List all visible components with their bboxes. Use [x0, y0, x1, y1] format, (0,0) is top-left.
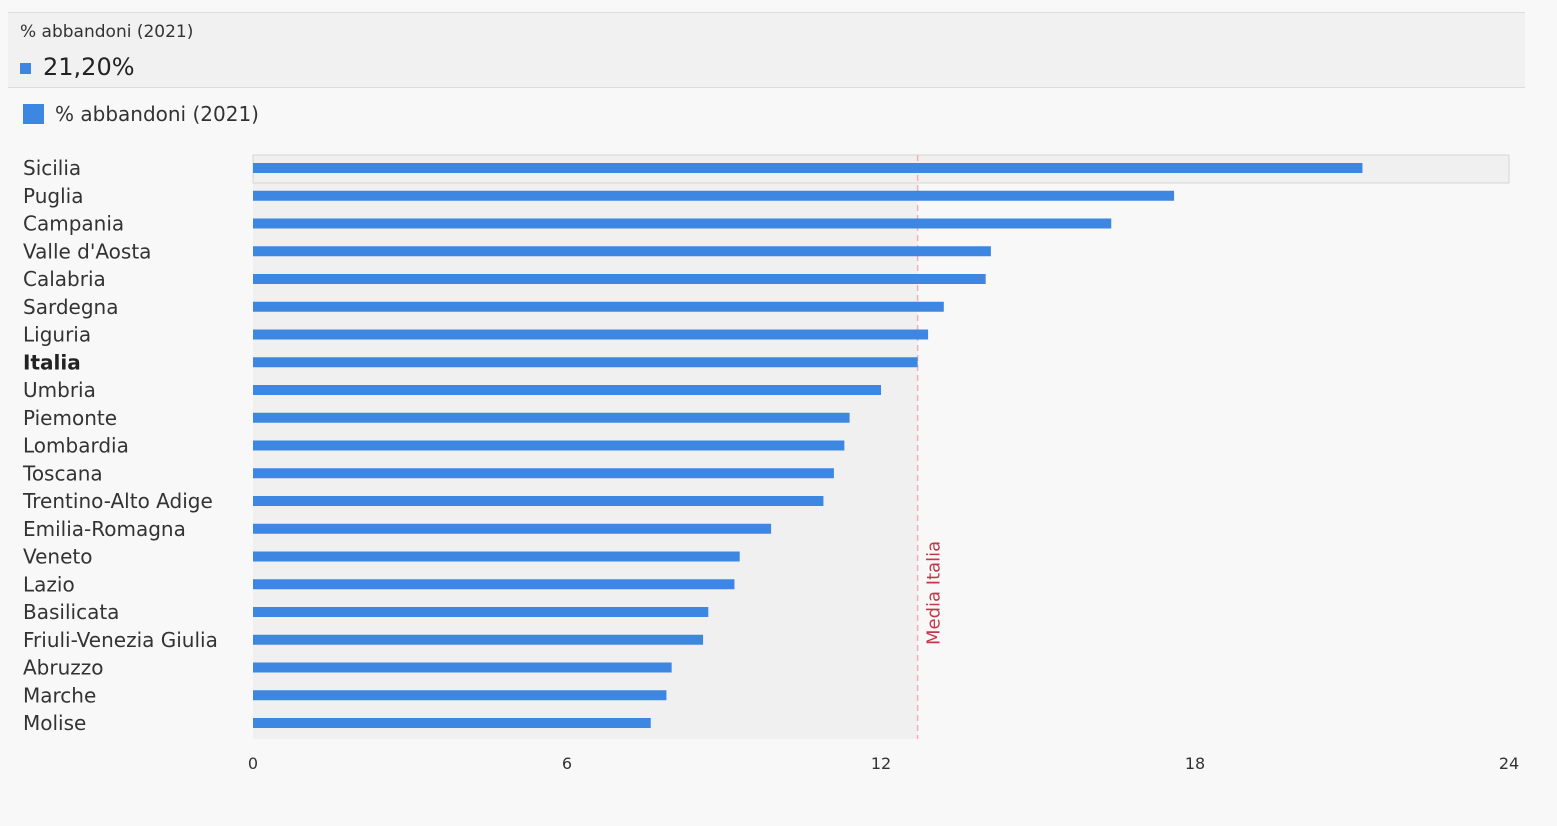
legend-label[interactable]: % abbandoni (2021) — [55, 102, 259, 126]
category-label: Valle d'Aosta — [23, 239, 151, 263]
category-label: Abruzzo — [23, 656, 104, 680]
category-label: Sardegna — [23, 295, 118, 319]
category-label: Piemonte — [23, 406, 117, 430]
x-tick-label: 24 — [1499, 754, 1519, 773]
category-label: Italia — [23, 350, 81, 374]
category-label: Liguria — [23, 323, 91, 347]
bar[interactable] — [253, 496, 824, 506]
category-label: Veneto — [23, 545, 93, 569]
category-label: Puglia — [23, 184, 83, 208]
bar[interactable] — [253, 523, 772, 534]
tooltip: % abbandoni (2021) 21,20% — [8, 12, 1525, 88]
bar[interactable] — [253, 218, 1112, 229]
category-label: Lombardia — [23, 434, 129, 458]
category-label: Basilicata — [23, 600, 119, 624]
bar[interactable] — [253, 440, 845, 451]
bar[interactable] — [253, 607, 709, 617]
bar[interactable] — [253, 551, 740, 562]
category-label: Molise — [23, 711, 86, 735]
category-label: Friuli-Venezia Giulia — [23, 628, 218, 652]
bar[interactable] — [253, 690, 667, 701]
category-label: Lazio — [23, 572, 75, 596]
tooltip-swatch — [20, 63, 31, 74]
bar[interactable] — [253, 412, 850, 423]
x-tick-label: 6 — [562, 754, 572, 773]
reference-line-label: Media Italia — [924, 541, 945, 645]
category-label: Trentino-Alto Adige — [22, 489, 213, 513]
bar[interactable] — [253, 163, 1363, 173]
tooltip-value: 21,20% — [43, 53, 135, 81]
x-tick-label: 18 — [1185, 754, 1205, 773]
category-label: Campania — [23, 212, 124, 236]
category-label: Umbria — [23, 378, 96, 402]
category-label: Marche — [23, 683, 96, 707]
bar[interactable] — [253, 468, 834, 479]
x-tick-label: 0 — [248, 754, 258, 773]
bar[interactable] — [253, 301, 944, 312]
bar[interactable] — [253, 634, 704, 645]
category-label: Toscana — [22, 461, 103, 485]
tooltip-series-name: % abbandoni (2021) — [20, 22, 194, 42]
bar[interactable] — [253, 329, 929, 340]
category-label: Calabria — [23, 267, 106, 291]
bar[interactable] — [253, 385, 881, 395]
bar[interactable] — [253, 718, 651, 728]
bar[interactable] — [253, 274, 986, 284]
bar[interactable] — [253, 579, 735, 590]
bar[interactable] — [253, 190, 1175, 201]
category-label: Sicilia — [23, 156, 81, 180]
legend-swatch[interactable] — [23, 104, 44, 124]
x-tick-label: 12 — [871, 754, 891, 773]
bar[interactable] — [253, 357, 918, 368]
category-label: Emilia-Romagna — [23, 517, 186, 541]
bar[interactable] — [253, 246, 991, 257]
bar[interactable] — [253, 662, 672, 673]
